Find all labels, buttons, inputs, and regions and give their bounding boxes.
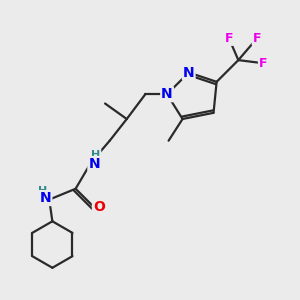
Text: N: N (40, 191, 51, 205)
Text: F: F (259, 57, 267, 70)
Text: N: N (88, 157, 100, 171)
Text: N: N (161, 87, 173, 101)
Text: O: O (93, 200, 105, 214)
Text: F: F (225, 32, 233, 45)
Text: H: H (38, 186, 48, 196)
Text: N: N (183, 65, 195, 80)
Text: H: H (91, 150, 101, 160)
Text: F: F (253, 32, 261, 45)
